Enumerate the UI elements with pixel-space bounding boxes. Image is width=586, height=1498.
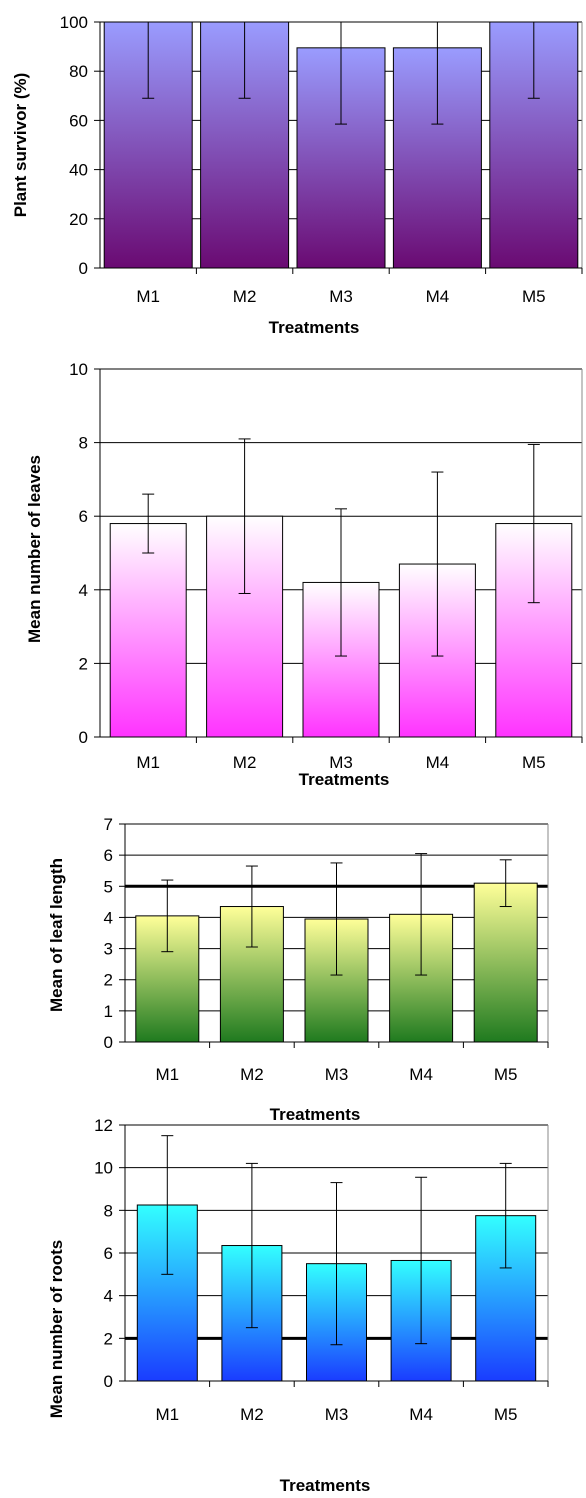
x-tick-label: M3 [329, 753, 353, 772]
y-axis-title: Mean number of leaves [25, 455, 44, 643]
error-bar-m1 [142, 22, 155, 99]
y-tick-label: 4 [104, 1287, 113, 1306]
x-tick-label: M4 [409, 1405, 433, 1424]
x-tick-label: M3 [325, 1405, 349, 1424]
y-tick-label: 0 [104, 1033, 113, 1052]
y-tick-label: 10 [69, 360, 88, 379]
y-tick-label: 1 [104, 1002, 113, 1021]
x-tick-label: M5 [522, 287, 546, 306]
error-bar-m5 [527, 22, 540, 99]
x-tick-label: M5 [522, 753, 546, 772]
x-tick-label: M5 [494, 1065, 518, 1084]
y-tick-label: 4 [104, 908, 113, 927]
y-tick-label: 10 [94, 1159, 113, 1178]
x-axis-title: Treatments [299, 770, 390, 789]
x-axis-title: Treatments [280, 1476, 371, 1495]
y-tick-label: 40 [69, 161, 88, 180]
x-tick-label: M3 [325, 1065, 349, 1084]
y-tick-label: 2 [104, 1329, 113, 1348]
error-bar-m2 [238, 22, 251, 99]
x-tick-label: M2 [233, 753, 257, 772]
x-axis-title: Treatments [270, 1105, 361, 1124]
x-tick-label: M1 [155, 1065, 179, 1084]
error-bar-m4 [431, 471, 444, 657]
y-axis-title: Mean number of roots [47, 1240, 66, 1419]
y-tick-label: 2 [79, 654, 88, 673]
error-bar-m3 [330, 862, 343, 976]
error-bar-m1 [161, 879, 174, 953]
error-bar-m4 [431, 22, 444, 125]
y-tick-label: 2 [104, 971, 113, 990]
leaf-length-chart: 0 1 2 3 4 5 6 7 M1 M2 M3 M4 M5 Treatments Mean of l… [47, 815, 549, 1124]
x-tick-label: M5 [494, 1405, 518, 1424]
x-tick-label: M4 [409, 1065, 433, 1084]
x-tick-label: M4 [426, 753, 450, 772]
x-tick-label: M1 [136, 753, 160, 772]
y-axis-title: Plant survivor (%) [11, 73, 30, 218]
error-bar-m1 [161, 1135, 174, 1275]
x-tick-label: M3 [329, 287, 353, 306]
y-tick-label: 6 [104, 1244, 113, 1263]
error-bar-m4 [415, 1176, 428, 1345]
bar-m5 [473, 882, 538, 1043]
y-tick-label: 6 [104, 846, 113, 865]
y-tick-label: 12 [94, 1116, 113, 1135]
y-tick-label: 100 [60, 13, 88, 32]
mean-leaves-chart: 0 2 4 6 8 10 M1 M2 M3 M4 M5 Treatments Mean numbe… [25, 360, 583, 789]
error-bar-m4 [415, 853, 428, 976]
error-bar-m2 [238, 438, 251, 594]
x-tick-label: M1 [155, 1405, 179, 1424]
error-bar-m5 [527, 443, 540, 604]
x-axis-title: Treatments [269, 318, 360, 337]
bar-m1 [109, 523, 187, 738]
mean-roots-chart: 0 2 4 6 8 10 12 M1 M2 M3 M4 M5 Treatments Mean num… [47, 1116, 549, 1495]
y-tick-label: 0 [104, 1372, 113, 1391]
y-tick-label: 6 [79, 507, 88, 526]
y-tick-label: 20 [69, 210, 88, 229]
y-tick-label: 0 [79, 259, 88, 278]
error-bar-m3 [335, 22, 347, 125]
error-bar-m2 [245, 865, 258, 948]
bar-m2 [206, 515, 284, 738]
y-tick-label: 8 [79, 434, 88, 453]
x-tick-label: M2 [240, 1065, 264, 1084]
error-bar-m2 [245, 1162, 258, 1329]
y-axis-title: Mean of leaf length [47, 858, 66, 1012]
y-tick-label: 7 [104, 815, 113, 834]
y-tick-label: 0 [79, 728, 88, 747]
error-bar-m5 [499, 859, 512, 908]
error-bar-m5 [499, 1162, 512, 1269]
y-tick-label: 4 [79, 581, 88, 600]
x-tick-label: M4 [426, 287, 450, 306]
y-tick-label: 80 [69, 62, 88, 81]
error-bar-m3 [330, 1182, 343, 1346]
y-tick-label: 60 [69, 111, 88, 130]
y-tick-label: 3 [104, 940, 113, 959]
x-tick-label: M2 [233, 287, 257, 306]
error-bar-m1 [142, 493, 155, 554]
x-tick-label: M1 [136, 287, 160, 306]
plant-survivor-chart: 0 20 40 60 80 100 M1 M2 M3 M4 M5 Treatments Plant… [11, 13, 583, 337]
y-tick-label: 8 [104, 1201, 113, 1220]
error-bar-m3 [335, 508, 347, 657]
x-tick-label: M2 [240, 1405, 264, 1424]
y-tick-label: 5 [104, 877, 113, 896]
